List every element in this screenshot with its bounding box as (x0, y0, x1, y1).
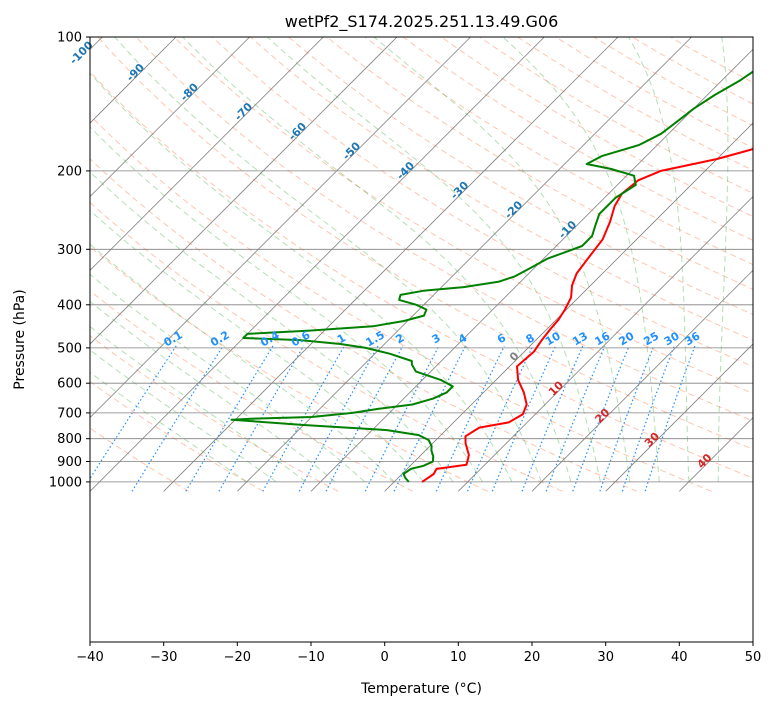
dewpoint-line (230, 70, 753, 483)
y-tick-label: 400 (57, 298, 82, 313)
dry-adiabat (90, 201, 563, 492)
mixing-ratio-line (262, 345, 345, 492)
moist-adiabat (90, 325, 307, 483)
dry-adiabat (135, 37, 753, 422)
dry-adiabat (402, 37, 753, 241)
moist-adiabat (373, 37, 631, 482)
x-tick-label: 30 (597, 650, 614, 665)
mixing-ratio-line (572, 345, 630, 492)
temperature-line (421, 147, 753, 483)
x-tick-label: −30 (150, 650, 177, 665)
mixing-ratio-line (466, 345, 534, 492)
dry-adiabat (173, 37, 753, 394)
moist-adiabat (717, 37, 729, 482)
profile-series (230, 70, 753, 483)
y-tick-label: 300 (57, 243, 82, 258)
y-tick-label: 200 (57, 164, 82, 179)
dry-adiabat (90, 427, 190, 492)
moist-adiabat (90, 72, 513, 483)
dry-adiabat (90, 114, 712, 492)
y-tick-label: 500 (57, 341, 82, 356)
isotherm (90, 37, 545, 492)
moist-adiabat (502, 37, 660, 482)
moist-adiabat (90, 126, 483, 483)
dry-adiabat (364, 37, 753, 266)
moist-adiabat (90, 171, 454, 483)
x-tick-label: −10 (297, 650, 324, 665)
y-tick-label: 1000 (49, 475, 82, 490)
isotherm (163, 37, 619, 492)
mixing-ratio-line (90, 345, 177, 480)
moist-adiabat (90, 349, 277, 483)
dry-adiabat (97, 37, 753, 450)
mixing-ratio-line (435, 345, 505, 492)
y-tick-label: 900 (57, 455, 82, 470)
isotherm (90, 37, 324, 271)
mixing-ratio-line (298, 345, 379, 492)
x-tick-label: 40 (671, 650, 688, 665)
plot-frame (89, 36, 754, 643)
x-tick-label: −20 (224, 650, 251, 665)
mixing-ratio-line (218, 345, 305, 492)
isotherm (237, 37, 692, 492)
y-axis-label: Pressure (hPa) (12, 289, 28, 389)
moist-adiabat (266, 37, 601, 482)
x-tick-label: −40 (76, 650, 103, 665)
isotherm (90, 37, 250, 198)
x-tick-label: 0 (381, 650, 389, 665)
moist-adiabat (628, 37, 690, 482)
x-tick-label: 50 (745, 650, 762, 665)
dry-adiabat (249, 37, 753, 341)
dry-adiabat (90, 158, 638, 492)
isotherm (90, 37, 471, 419)
mixing-ratio-line (521, 345, 584, 492)
moist-adiabat (90, 371, 248, 483)
y-tick-label: 100 (57, 31, 82, 46)
moist-adiabat (182, 37, 572, 483)
isotherm (90, 37, 398, 345)
moist-adiabat (90, 243, 395, 483)
mixing-ratio-line (545, 345, 606, 492)
isotherm (531, 269, 753, 492)
isotherm (605, 343, 753, 492)
dry-adiabat (90, 380, 264, 492)
mixing-ratio-line (393, 345, 467, 492)
isotherm (90, 37, 177, 124)
dry-adiabat (90, 245, 488, 492)
dry-adiabat (287, 37, 753, 316)
isotherm (384, 122, 753, 492)
grid-lines (90, 37, 753, 492)
moist-adiabat (90, 209, 424, 483)
x-tick-label: 10 (450, 650, 467, 665)
moist-adiabat (90, 273, 365, 483)
x-tick-label: 20 (524, 650, 541, 665)
isotherm (458, 196, 753, 492)
mixing-ratio-line (185, 345, 274, 492)
chart-title: wetPf2_S174.2025.251.13.49.G06 (285, 12, 559, 32)
axis-ticks: −40 −30 −20 −10 0 10 20 30 40 50 1000 900 800 700 600 5… (49, 31, 761, 666)
y-tick-label: 600 (57, 377, 82, 392)
x-axis-label: Temperature (°C) (360, 681, 482, 697)
y-tick-label: 700 (57, 406, 82, 421)
moist-adiabat (90, 300, 336, 483)
moist-adiabat (114, 37, 542, 483)
background-lines (90, 37, 753, 492)
y-tick-label: 800 (57, 432, 82, 447)
